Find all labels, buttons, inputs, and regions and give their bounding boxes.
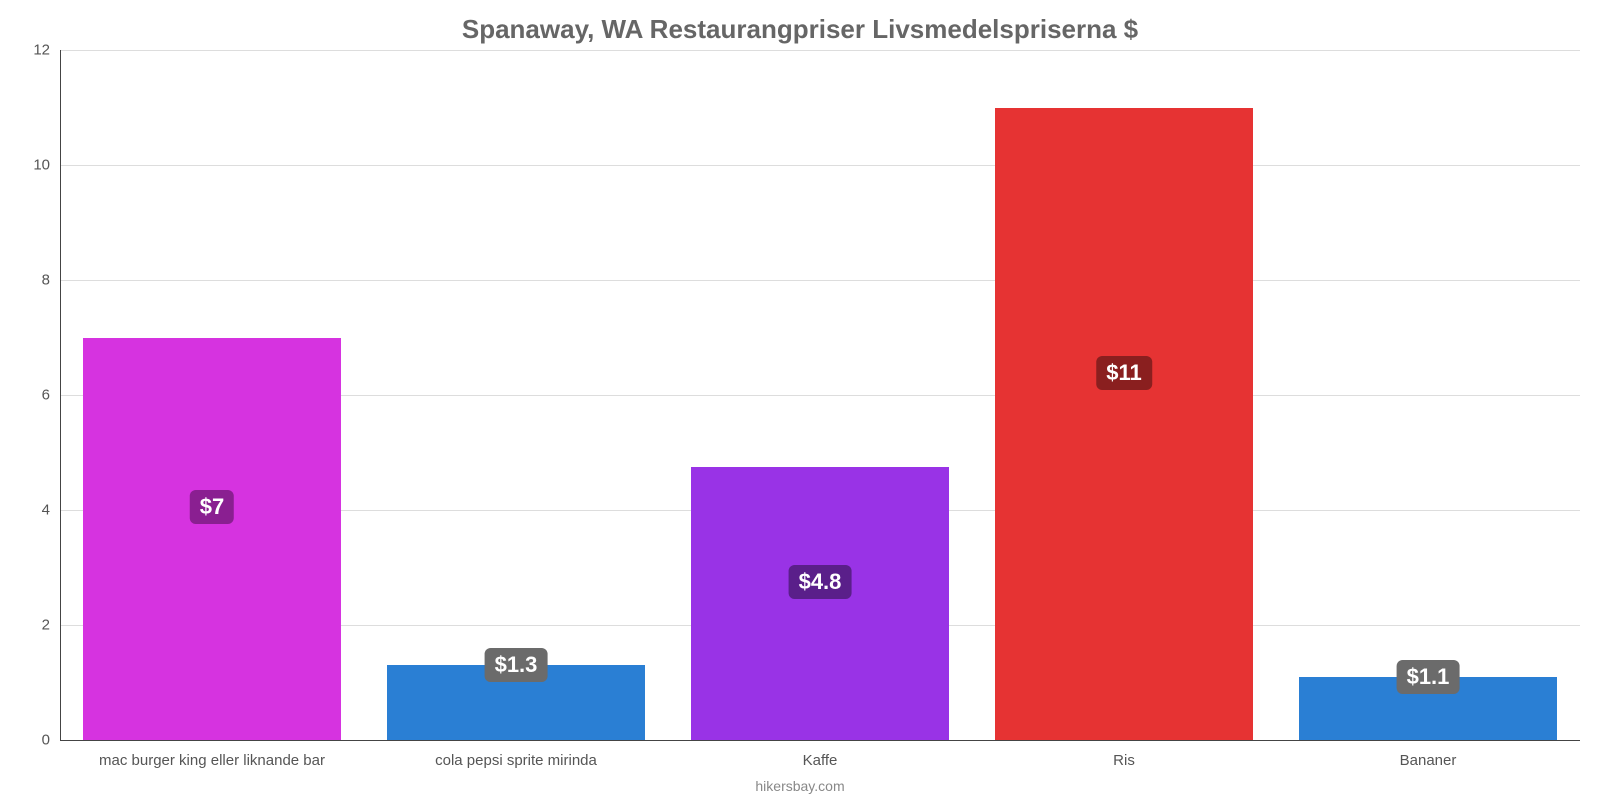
grid-line bbox=[60, 50, 1580, 51]
y-tick-label: 12 bbox=[10, 42, 50, 59]
bar-value-label: $4.8 bbox=[789, 565, 852, 599]
x-tick-label: mac burger king eller liknande bar bbox=[99, 752, 325, 769]
x-tick-label: Kaffe bbox=[803, 752, 838, 769]
y-tick-label: 6 bbox=[10, 387, 50, 404]
bar-value-label: $7 bbox=[190, 490, 234, 524]
x-tick-label: Ris bbox=[1113, 752, 1135, 769]
bar-value-label: $1.1 bbox=[1397, 660, 1460, 694]
x-tick-label: Bananer bbox=[1400, 752, 1457, 769]
bar bbox=[691, 467, 949, 740]
y-tick-label: 10 bbox=[10, 157, 50, 174]
bar-value-label: $11 bbox=[1096, 356, 1152, 390]
x-axis-line bbox=[60, 740, 1580, 741]
bar bbox=[995, 108, 1253, 741]
chart-title: Spanaway, WA Restaurangpriser Livsmedels… bbox=[0, 14, 1600, 45]
grid-line bbox=[60, 280, 1580, 281]
bar bbox=[83, 338, 341, 741]
y-tick-label: 4 bbox=[10, 502, 50, 519]
bar-value-label: $1.3 bbox=[485, 648, 548, 682]
y-tick-label: 2 bbox=[10, 617, 50, 634]
x-tick-label: cola pepsi sprite mirinda bbox=[435, 752, 597, 769]
grid-line bbox=[60, 165, 1580, 166]
y-axis-line bbox=[60, 50, 61, 740]
y-tick-label: 8 bbox=[10, 272, 50, 289]
plot-area: 024681012$7mac burger king eller liknand… bbox=[60, 50, 1580, 740]
y-tick-label: 0 bbox=[10, 732, 50, 749]
chart-footer: hikersbay.com bbox=[0, 778, 1600, 794]
price-bar-chart: Spanaway, WA Restaurangpriser Livsmedels… bbox=[0, 0, 1600, 800]
